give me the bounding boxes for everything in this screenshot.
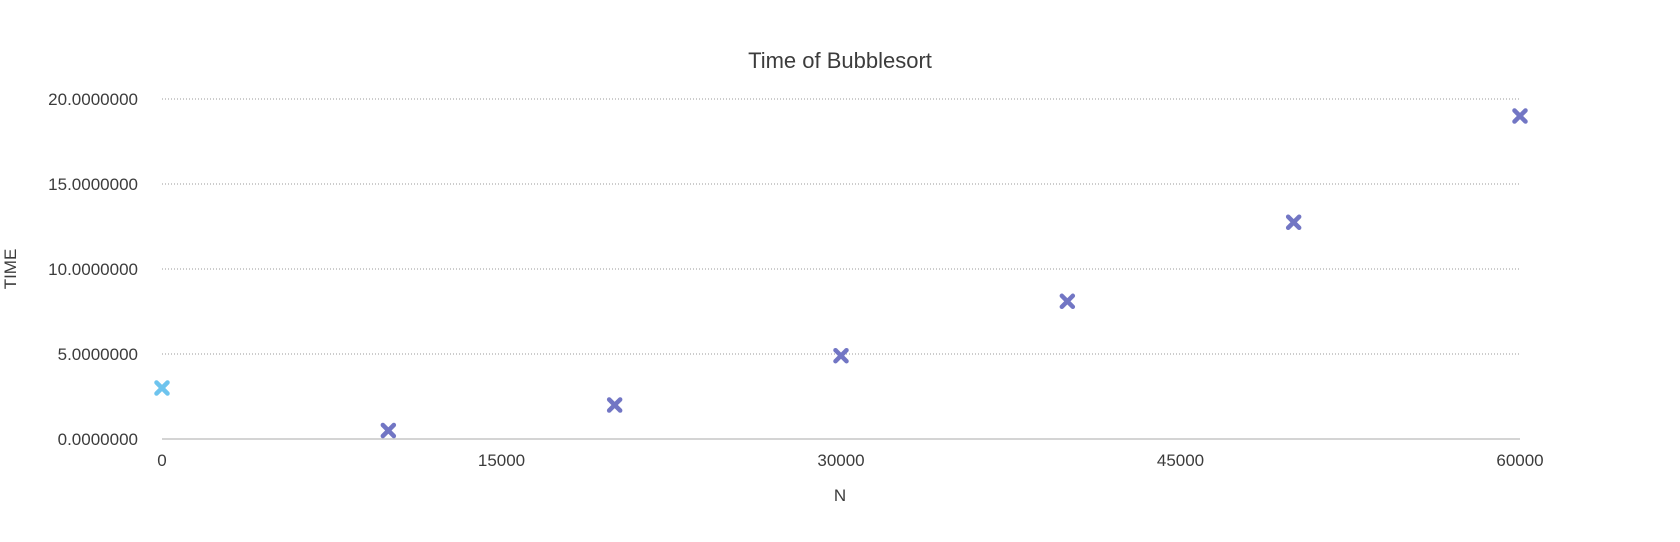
data-point-x-marker bbox=[1059, 293, 1076, 310]
x-axis-label: N bbox=[834, 486, 846, 505]
x-axis-ticks: 0 15000 30000 45000 60000 bbox=[157, 451, 1543, 470]
data-point-x-marker bbox=[1285, 214, 1302, 230]
y-tick-label: 10.0000000 bbox=[48, 260, 138, 279]
y-tick-label: 0.0000000 bbox=[58, 430, 138, 449]
grid-lines bbox=[162, 98, 1520, 440]
x-tick-label: 0 bbox=[157, 451, 166, 470]
chart-title: Time of Bubblesort bbox=[748, 48, 932, 73]
y-tick-label: 20.0000000 bbox=[48, 90, 138, 109]
x-tick-label: 60000 bbox=[1496, 451, 1543, 470]
data-points bbox=[154, 108, 1528, 439]
data-point-x-marker bbox=[380, 422, 397, 439]
data-point-x-marker bbox=[833, 347, 849, 364]
y-axis-label: TIME bbox=[1, 249, 20, 290]
x-tick-label: 15000 bbox=[478, 451, 525, 470]
data-point-x-marker bbox=[1512, 108, 1528, 124]
y-tick-label: 5.0000000 bbox=[58, 345, 138, 364]
data-point-x-marker bbox=[154, 380, 170, 396]
x-tick-label: 45000 bbox=[1157, 451, 1204, 470]
x-tick-label: 30000 bbox=[817, 451, 864, 470]
data-point-x-marker bbox=[606, 397, 623, 413]
y-tick-label: 15.0000000 bbox=[48, 175, 138, 194]
y-axis-ticks: 0.0000000 5.0000000 10.0000000 15.0000000 20… bbox=[48, 90, 138, 449]
